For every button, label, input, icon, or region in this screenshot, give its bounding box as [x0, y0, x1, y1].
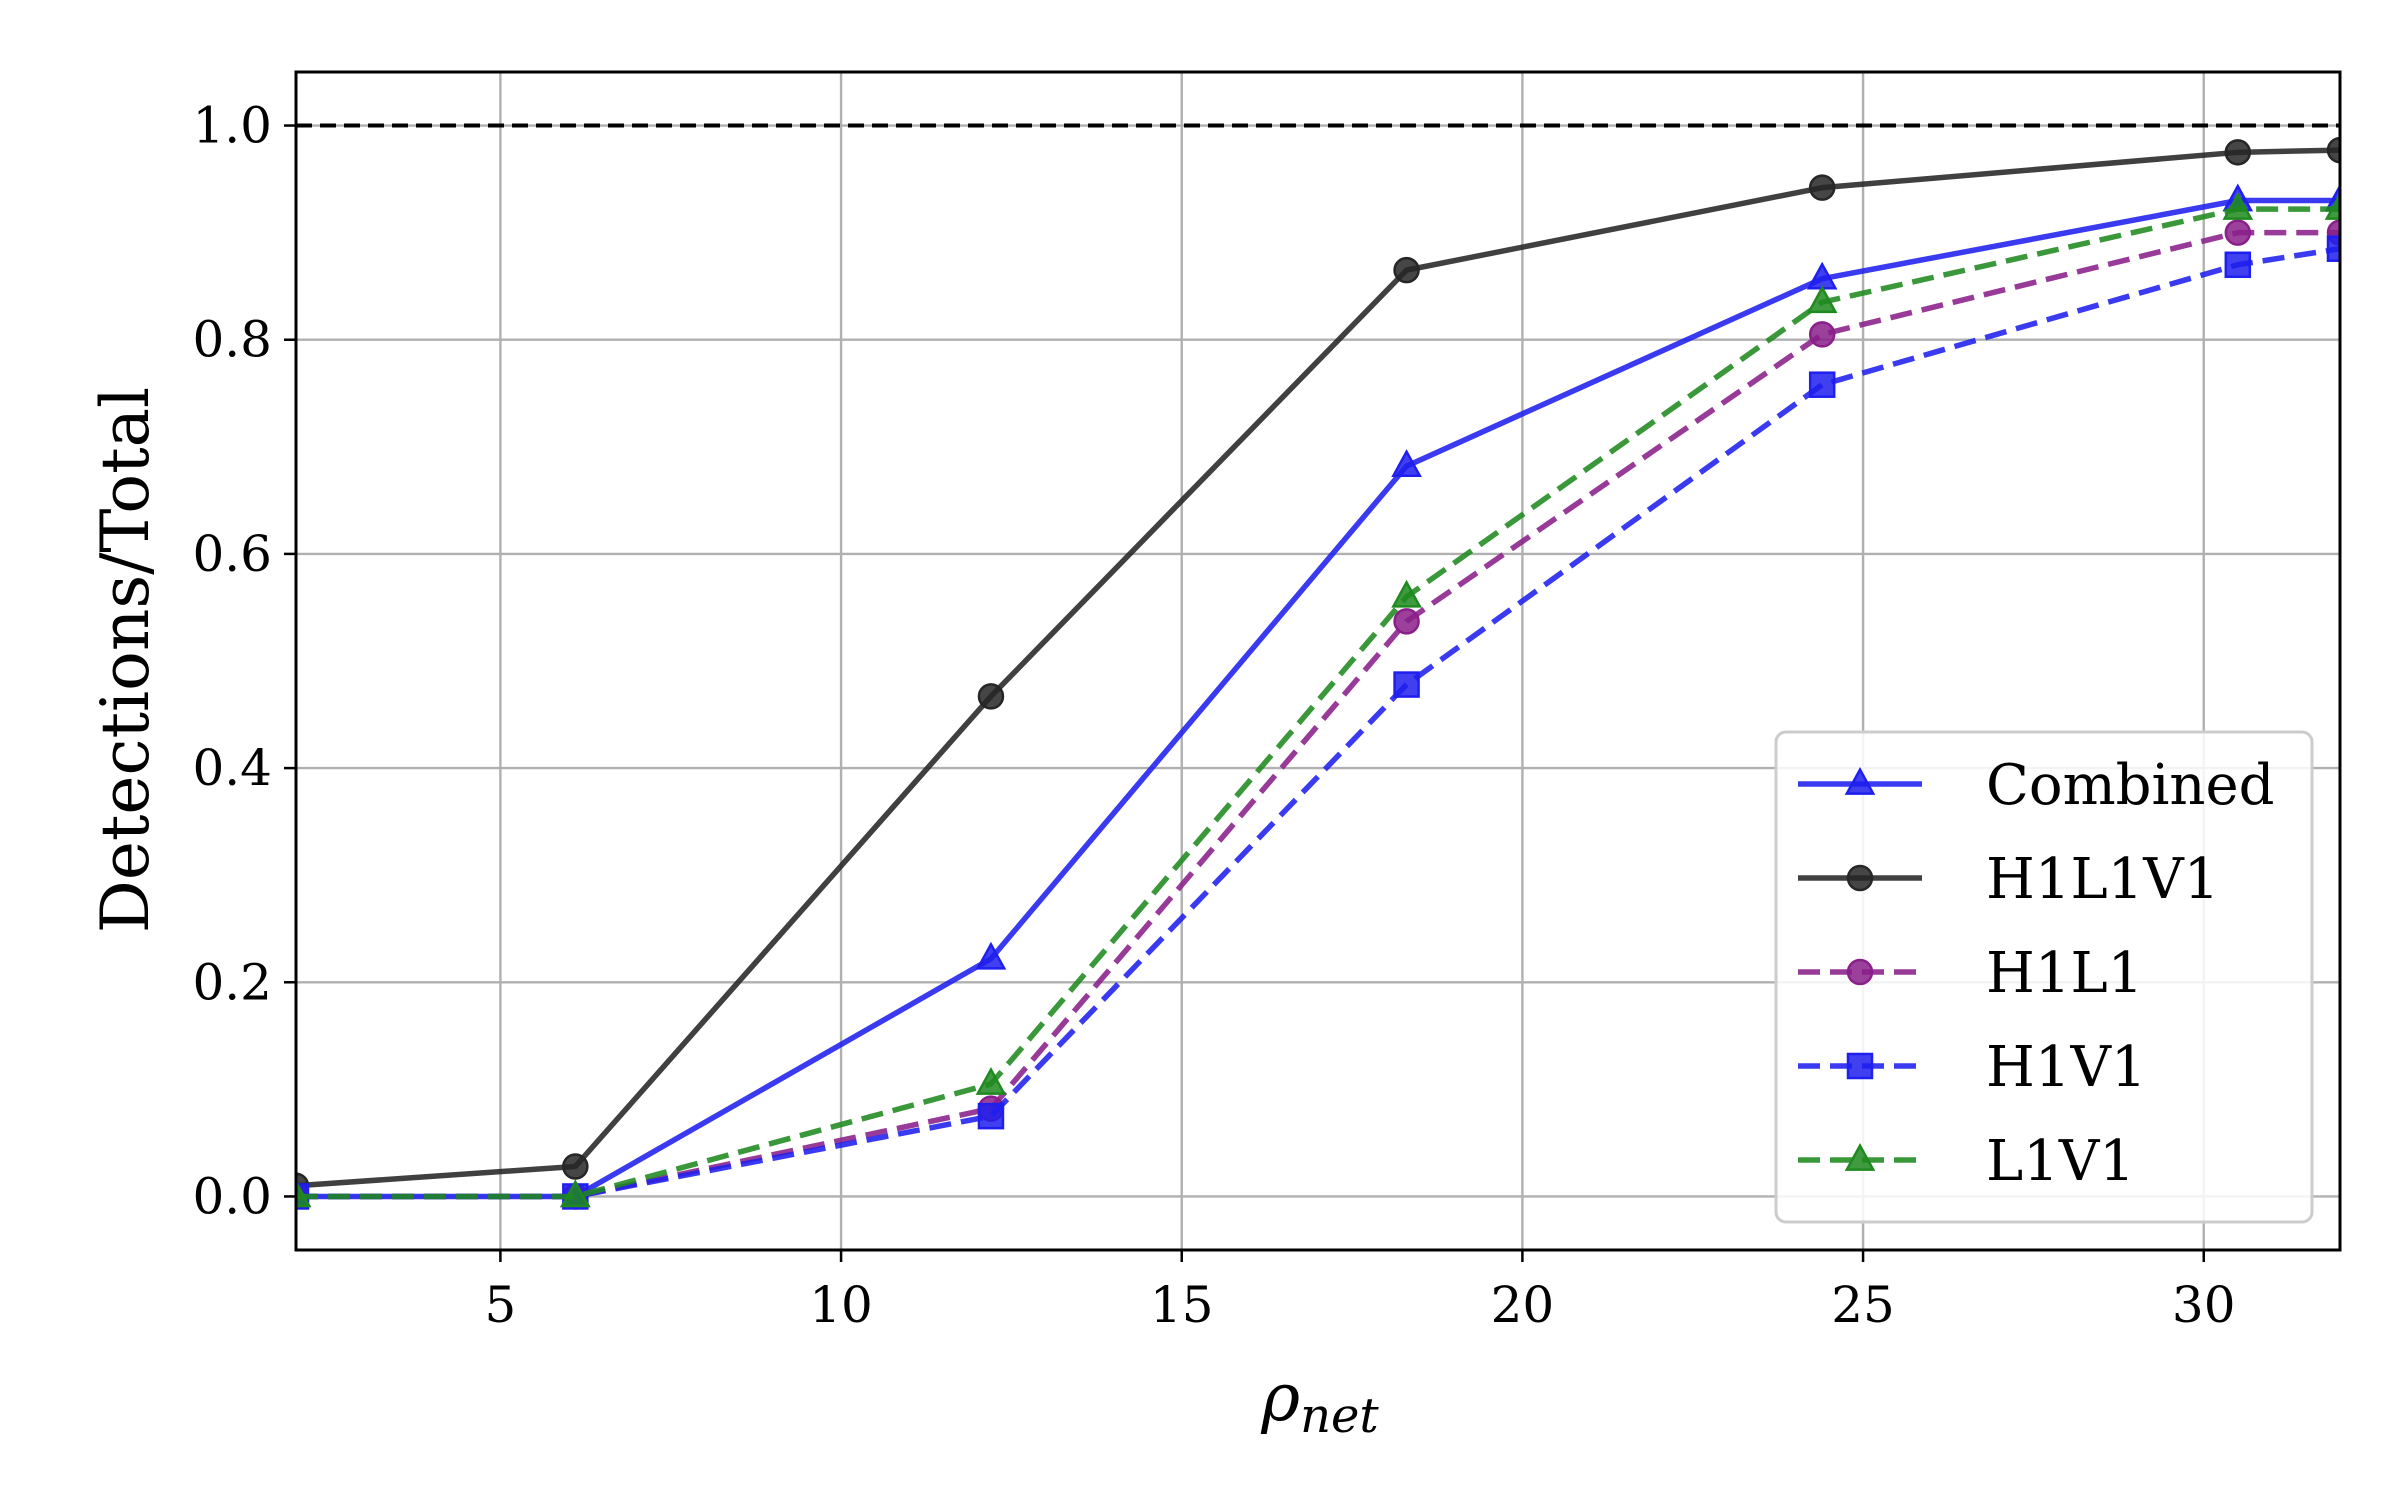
x-tick-label: 30 [2172, 1276, 2236, 1334]
data-point [1806, 285, 1838, 314]
legend-item-H1V1: H1V1 [1798, 1035, 2147, 1100]
data-point [1393, 671, 1420, 698]
data-point [2326, 235, 2340, 262]
legend-box [1774, 730, 2314, 1224]
x-tick-label: 15 [1150, 1276, 1214, 1334]
data-point [2224, 139, 2252, 166]
legend-label: H1L1 [1986, 941, 2143, 1006]
x-tick-label: 10 [809, 1276, 873, 1334]
legend-label: Combined [1986, 753, 2274, 818]
x-axis-label: ρnet [1260, 1359, 1379, 1444]
y-tick-label: 0.0 [192, 1167, 272, 1225]
data-point [2324, 192, 2340, 220]
series-L1V1 [296, 192, 2340, 1208]
data-point [562, 1153, 589, 1180]
legend-marker [1844, 767, 1876, 795]
data-point [975, 1067, 1007, 1095]
y-tick-label: 0.6 [192, 525, 272, 583]
legend-marker [1846, 864, 1874, 892]
ticks: 5 10 15 20 25 30 0.0 0.2 0.4 0.6 0.8 1.0 [192, 97, 2235, 1334]
series-layer [296, 136, 2340, 1210]
legend-marker [1844, 1143, 1876, 1171]
legend-label: H1L1V1 [1986, 847, 2219, 912]
data-point [2326, 136, 2340, 164]
x-axis-label-base: ρ [1260, 1359, 1300, 1436]
y-tick-label: 0.4 [192, 739, 272, 797]
data-point [977, 683, 1005, 710]
legend-label: H1V1 [1986, 1035, 2147, 1100]
legend-item-L1V1: L1V1 [1798, 1129, 2135, 1194]
data-point [1808, 321, 1836, 348]
legend-item-Combined: Combined [1798, 753, 2274, 818]
y-axis-label: Detections/Total [87, 387, 164, 933]
legend-item-H1L1V1: H1L1V1 [1798, 847, 2219, 912]
x-tick-label: 5 [484, 1276, 516, 1334]
y-tick-label: 0.2 [192, 953, 272, 1011]
data-point [296, 1179, 312, 1208]
legend-marker [1846, 1052, 1874, 1080]
data-point [2224, 219, 2252, 246]
y-tick-label: 1.0 [192, 97, 272, 155]
data-point [2224, 251, 2252, 279]
y-tick-label: 0.8 [192, 311, 272, 369]
legend-marker [1846, 958, 1874, 986]
x-tick-label: 20 [1491, 1276, 1555, 1334]
data-point [1391, 579, 1422, 608]
data-point [1808, 174, 1836, 201]
data-point [977, 1102, 1005, 1130]
x-tick-label: 25 [1831, 1276, 1895, 1334]
data-point [1391, 449, 1422, 477]
data-point [1808, 371, 1836, 398]
legend-item-H1L1: H1L1 [1798, 941, 2143, 1006]
x-axis-label-sub: net [1300, 1388, 1379, 1444]
legend: Combined H1L1V1 H1L1 H1V1 L1V1 [1774, 730, 2314, 1224]
data-point [975, 941, 1007, 970]
legend-label: L1V1 [1986, 1129, 2135, 1194]
data-point [2222, 192, 2254, 220]
plot-frame [294, 70, 2342, 1252]
data-point [560, 1179, 591, 1208]
data-point [1393, 608, 1420, 635]
data-point [1393, 256, 1420, 284]
